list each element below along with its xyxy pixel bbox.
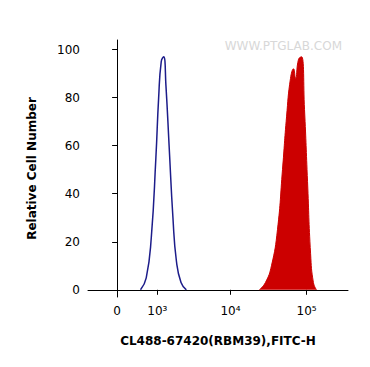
svg-text:0: 0 <box>113 304 121 318</box>
svg-text:20: 20 <box>65 235 80 249</box>
svg-text:100: 100 <box>57 43 80 57</box>
svg-text:60: 60 <box>65 139 80 153</box>
svg-text:WWW.PTGLAB.COM: WWW.PTGLAB.COM <box>225 39 342 53</box>
svg-text:CL488-67420(RBM39),FITC-H: CL488-67420(RBM39),FITC-H <box>120 334 316 348</box>
svg-text:0: 0 <box>72 283 80 297</box>
svg-text:40: 40 <box>65 187 80 201</box>
svg-text:Relative Cell Number: Relative Cell Number <box>25 97 39 240</box>
svg-text:80: 80 <box>65 91 80 105</box>
svg-text:10³: 10³ <box>147 304 167 318</box>
svg-text:10⁴: 10⁴ <box>220 304 240 318</box>
svg-text:10⁵: 10⁵ <box>297 304 317 318</box>
